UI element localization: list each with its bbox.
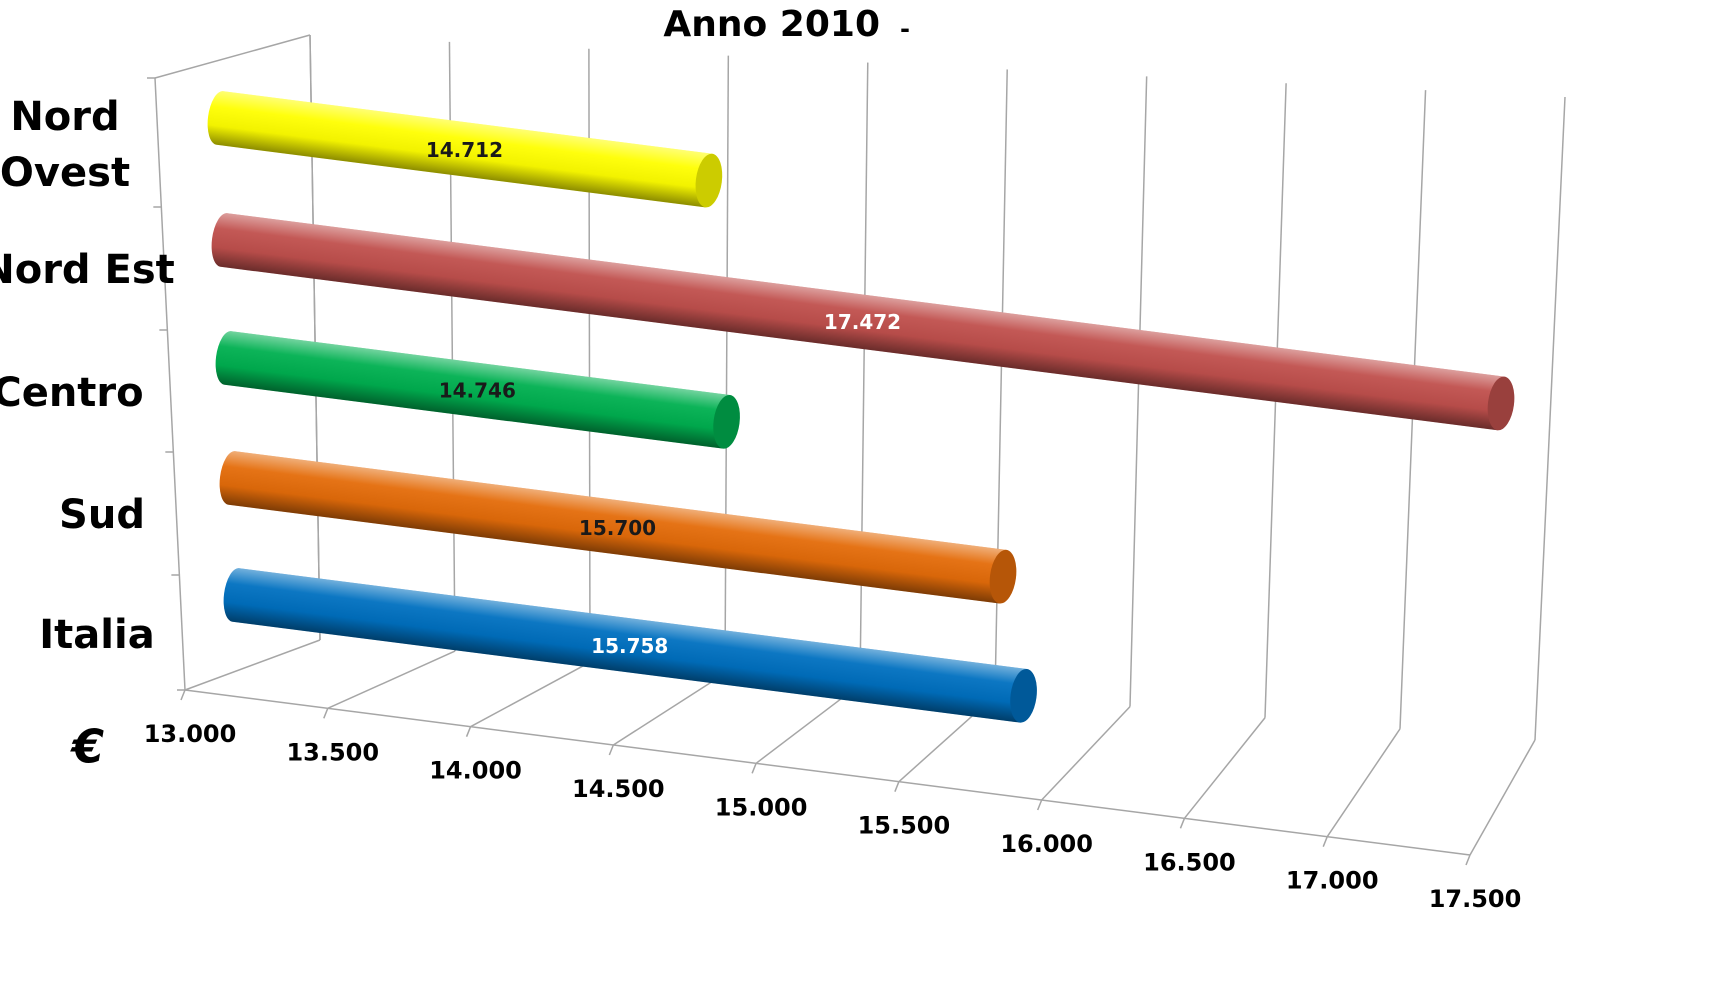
- grid-line: [184, 639, 321, 691]
- tick-mark: [608, 744, 615, 756]
- y-tick-label: Nord Ovest: [0, 94, 131, 196]
- grid-line: [1326, 728, 1401, 838]
- bar-cap: [1010, 668, 1037, 723]
- tick-mark: [180, 689, 186, 701]
- y-tick-label: Centro: [0, 370, 144, 416]
- x-tick-label: 15.000: [715, 793, 808, 821]
- bar-cap: [989, 549, 1017, 604]
- bar-shade: [215, 331, 731, 449]
- bar-group: [215, 331, 740, 449]
- tick-mark: [323, 708, 329, 719]
- x-tick-label: 14.000: [429, 757, 522, 785]
- bar-cap: [713, 394, 740, 449]
- x-tick-label: 16.500: [1143, 848, 1236, 876]
- bar-group: [207, 91, 723, 208]
- grid-line: [1129, 76, 1148, 707]
- tick-mark: [1179, 818, 1186, 829]
- grid-line: [859, 62, 869, 685]
- bar-cap-shade: [989, 549, 1017, 604]
- y-tick-label: Nord Est: [0, 247, 175, 293]
- tick-mark: [1036, 799, 1043, 811]
- bar-shade: [219, 451, 1007, 604]
- bar-group: [211, 213, 1515, 431]
- wall-edge: [154, 34, 311, 79]
- bar-cap: [695, 153, 723, 208]
- x-tick-label: 16.000: [1000, 830, 1093, 858]
- x-axis-label: €: [70, 720, 104, 774]
- bar-cap-shade: [713, 394, 740, 449]
- grid-line: [612, 672, 726, 746]
- grid-line: [1183, 717, 1266, 819]
- x-tick-label: 13.000: [144, 720, 237, 748]
- grid-line: [470, 661, 591, 728]
- value-label: 15.758: [591, 634, 668, 658]
- value-label: 14.746: [439, 378, 516, 402]
- bar-shade: [207, 91, 713, 208]
- grid-line: [1041, 706, 1131, 801]
- bar-cap-shade: [1487, 376, 1515, 431]
- x-tick-label: 13.500: [286, 738, 379, 766]
- grid-line: [1534, 96, 1566, 741]
- axis-line: [184, 689, 1471, 856]
- bar-group: [219, 451, 1017, 604]
- x-tick-label: 17.000: [1286, 867, 1379, 895]
- x-tick-label: 14.500: [572, 775, 665, 803]
- value-label: 15.700: [579, 516, 656, 540]
- x-tick-label: 17.500: [1429, 885, 1522, 913]
- value-label: 14.712: [426, 138, 503, 162]
- x-tick-label: 15.500: [858, 812, 951, 840]
- value-label: 17.472: [824, 310, 901, 334]
- tick-mark: [894, 781, 900, 792]
- grid-line: [327, 650, 456, 710]
- bar-shade: [223, 568, 1027, 723]
- axis-line: [154, 77, 186, 691]
- chart-title: Anno 2010: [663, 4, 880, 45]
- y-tick-label: Sud: [59, 492, 145, 538]
- tick-mark: [1465, 854, 1471, 866]
- tick-mark: [751, 763, 757, 774]
- bar-cap: [1487, 376, 1515, 431]
- grid-line: [1469, 739, 1536, 856]
- bar-cap-shade: [695, 153, 723, 208]
- bar-shade: [211, 213, 1505, 431]
- tick-mark: [465, 726, 472, 737]
- bar-cap-shade: [1010, 668, 1037, 723]
- bar-group: [223, 568, 1037, 723]
- tick-mark: [1322, 836, 1328, 847]
- chart-subtitle: -: [900, 15, 910, 43]
- grid-line: [724, 55, 730, 674]
- y-tick-label: Italia: [39, 612, 155, 658]
